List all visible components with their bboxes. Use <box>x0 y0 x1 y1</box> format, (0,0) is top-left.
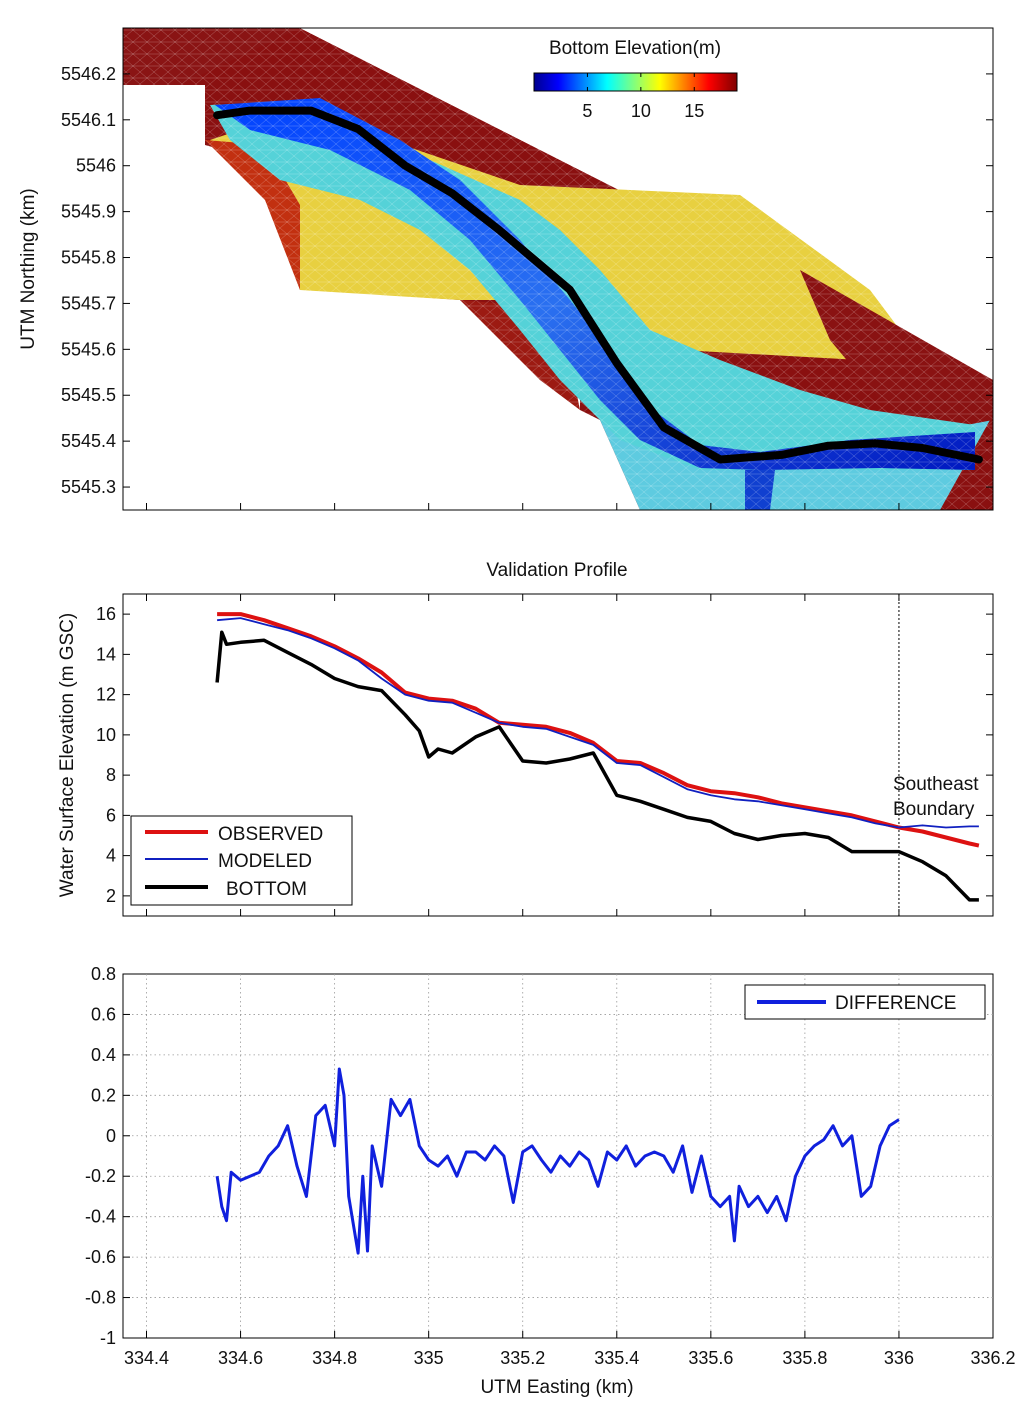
profile-y-tick-label: 6 <box>106 805 116 825</box>
colorbar-title: Bottom Elevation(m) <box>549 38 721 59</box>
difference-x-tick-label: 335.2 <box>500 1348 545 1368</box>
difference-y-tick-label: 0.6 <box>91 1004 116 1024</box>
annotation-southeast: Southeast <box>893 774 979 795</box>
profile-y-tick-label: 16 <box>96 604 116 624</box>
difference-x-tick-label: 335.4 <box>594 1348 639 1368</box>
difference-y-tick-label: 0.2 <box>91 1085 116 1105</box>
map-y-tick-label: 5545.4 <box>61 431 116 451</box>
difference-y-tick-label: 0 <box>106 1126 116 1146</box>
difference-legend: DIFFERENCE <box>744 984 986 1020</box>
difference-y-tick-label: -0.2 <box>85 1166 116 1186</box>
difference-y-ticks: 0.8 0.6 0.4 0.2 0 -0.2 -0.4 -0.6 -0.8 -1 <box>85 964 130 1348</box>
validation-profile-line <box>213 106 983 464</box>
map-y-tick-label: 5546 <box>76 156 116 176</box>
profile-series-observed <box>217 612 980 848</box>
profile-y-tick-label: 14 <box>96 644 116 664</box>
difference-series-line <box>215 1067 900 1255</box>
difference-x-tick-label: 336.2 <box>970 1348 1015 1368</box>
difference-x-tick-label: 335 <box>414 1348 444 1368</box>
profile-y-ticks: 2 4 6 8 10 12 14 16 <box>96 604 993 906</box>
validation-profile-chart: Validation Profile 2 4 6 8 10 12 14 16 Southeas… <box>57 560 994 917</box>
map-y-tick-label: 5545.6 <box>61 339 116 359</box>
map-y-tick-label: 5545.5 <box>61 385 116 405</box>
difference-x-tick-label: 334.4 <box>124 1348 169 1368</box>
profile-y-tick-label: 4 <box>106 846 116 866</box>
map-y-tick-label: 5545.3 <box>61 477 116 497</box>
difference-chart: 0.80.60.40.20-0.2-0.4-0.6-0.8-1 334.4 334… <box>85 964 1016 1398</box>
profile-series <box>215 612 980 902</box>
profile-y-tick-label: 12 <box>96 685 116 705</box>
legend-observed-label: OBSERVED <box>218 824 323 845</box>
profile-series-bottom <box>215 630 979 902</box>
legend-modeled-label: MODELED <box>218 851 312 872</box>
colorbar-tick-label: 15 <box>684 101 704 121</box>
profile-y-axis-label: Water Surface Elevation (m GSC) <box>57 613 78 897</box>
mesh-layer <box>123 28 993 510</box>
difference-x-tick-label: 335.8 <box>782 1348 827 1368</box>
colorbar-ticks: 5 10 15 <box>582 73 704 121</box>
legend-difference-label: DIFFERENCE <box>835 993 956 1014</box>
map-y-tick-label: 5546.2 <box>61 64 116 84</box>
colorbar-tick-label: 10 <box>631 101 651 121</box>
profile-series-modeled <box>217 617 979 829</box>
difference-x-tick-label: 335.6 <box>688 1348 733 1368</box>
difference-x-axis-label: UTM Easting (km) <box>480 1377 633 1398</box>
difference-y-tick-label: -1 <box>100 1328 116 1348</box>
map-y-tick-label: 5545.9 <box>61 202 116 222</box>
map-axes-box <box>122 27 994 511</box>
difference-y-tick-label: -0.6 <box>85 1247 116 1267</box>
map-y-tick-label: 5546.1 <box>61 110 116 130</box>
difference-axes-box <box>122 973 994 1339</box>
difference-x-tick-label: 334.6 <box>218 1348 263 1368</box>
difference-x-tick-label: 334.8 <box>312 1348 357 1368</box>
profile-y-tick-label: 2 <box>106 886 116 906</box>
difference-x-ticks: 334.4 334.6 334.8 335 335.2 335.4 335.6 335.8 33… <box>124 1331 1016 1368</box>
mesh-triangulation <box>123 28 993 510</box>
colorbar <box>533 72 738 92</box>
difference-x-tick-label: 336 <box>884 1348 914 1368</box>
difference-y-tick-label: 0.8 <box>91 964 116 984</box>
profile-title: Validation Profile <box>486 560 627 581</box>
difference-y-tick-label: -0.8 <box>85 1288 116 1308</box>
map-x-ticks <box>146 503 994 510</box>
profile-y-tick-label: 8 <box>106 765 116 785</box>
colorbar-tick-label: 5 <box>582 101 592 121</box>
map-y-tick-label: 5545.7 <box>61 293 116 313</box>
difference-legend-box <box>744 984 986 1020</box>
map-y-axis-label: UTM Northing (km) <box>18 188 39 350</box>
map-y-ticks: 5546.2 5546.1 5546 5545.9 5545.8 5545.7 5545.6… <box>61 64 993 497</box>
legend-bottom-label: BOTTOM <box>226 879 307 900</box>
bathymetry-map: 5546.2 5546.1 5546 5545.9 5545.8 5545.7 5545.6… <box>18 27 994 511</box>
difference-y-tick-label: -0.4 <box>85 1207 116 1227</box>
map-y-tick-label: 5545.8 <box>61 248 116 268</box>
profile-y-tick-label: 10 <box>96 725 116 745</box>
difference-y-tick-label: 0.4 <box>91 1045 116 1065</box>
annotation-boundary: Boundary <box>893 799 975 820</box>
profile-legend: OBSERVED MODELED BOTTOM <box>130 815 353 906</box>
